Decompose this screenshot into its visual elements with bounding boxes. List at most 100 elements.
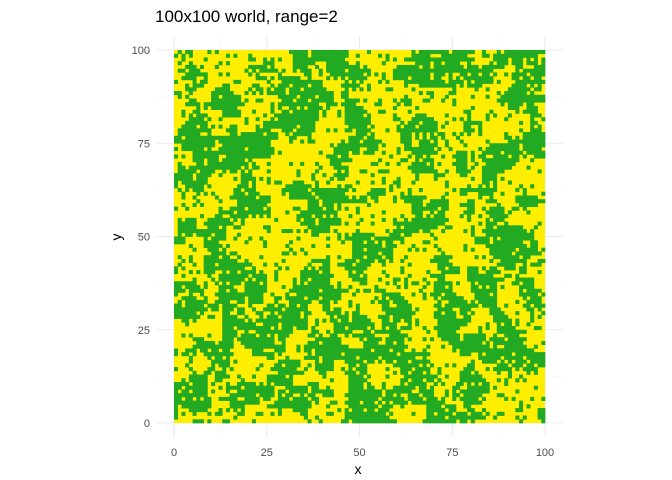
- heatmap-cell: [444, 217, 449, 222]
- heatmap-cell: [251, 266, 256, 271]
- heatmap-cell: [311, 117, 316, 122]
- heatmap-cell: [370, 337, 375, 342]
- heatmap-cell: [211, 363, 216, 368]
- heatmap-cell: [344, 400, 349, 405]
- heatmap-cell: [211, 389, 216, 394]
- heatmap-cell: [522, 344, 527, 349]
- heatmap-cell: [355, 143, 360, 148]
- heatmap-cell: [396, 292, 401, 297]
- heatmap-cell: [203, 296, 208, 301]
- heatmap-cell: [337, 355, 342, 360]
- heatmap-cell: [355, 262, 360, 267]
- heatmap-cell: [511, 53, 516, 58]
- heatmap-cell: [489, 247, 494, 252]
- heatmap-cell: [489, 288, 494, 293]
- heatmap-cell: [214, 221, 219, 226]
- heatmap-cell: [455, 333, 461, 338]
- heatmap-cell: [307, 393, 312, 398]
- heatmap-cell: [448, 292, 453, 297]
- heatmap-cell: [333, 344, 338, 349]
- heatmap-cell: [211, 266, 216, 271]
- heatmap-cell: [507, 91, 512, 96]
- heatmap-cell: [177, 236, 182, 241]
- heatmap-cell: [188, 124, 193, 129]
- heatmap-cell: [470, 165, 475, 170]
- heatmap-cell: [322, 217, 327, 222]
- heatmap-cell: [207, 143, 212, 148]
- heatmap-cell: [385, 57, 390, 62]
- heatmap-cell: [174, 288, 179, 293]
- heatmap-cell: [519, 258, 524, 263]
- heatmap-cell: [381, 307, 386, 312]
- heatmap-cell: [207, 303, 212, 308]
- heatmap-cell: [199, 124, 205, 129]
- heatmap-cell: [411, 199, 416, 204]
- heatmap-cell: [263, 139, 268, 144]
- heatmap-cell: [307, 105, 312, 111]
- heatmap-cell: [263, 307, 268, 312]
- heatmap-cell: [385, 352, 390, 357]
- heatmap-cell: [470, 266, 475, 271]
- heatmap-cell: [333, 61, 338, 66]
- heatmap-cell: [233, 188, 238, 193]
- heatmap-cell: [463, 173, 468, 178]
- heatmap-cell: [296, 292, 301, 297]
- heatmap-cell: [452, 61, 457, 66]
- heatmap-cell: [177, 169, 182, 174]
- heatmap-cell: [407, 374, 412, 379]
- heatmap-cell: [507, 266, 512, 271]
- heatmap-cell: [474, 333, 479, 338]
- heatmap-cell: [237, 143, 242, 148]
- heatmap-cell: [203, 236, 208, 241]
- heatmap-cell: [266, 120, 271, 125]
- heatmap-cell: [329, 50, 334, 55]
- heatmap-cell: [270, 329, 275, 334]
- heatmap-cell: [489, 158, 494, 163]
- heatmap-cell: [533, 251, 538, 256]
- heatmap-cell: [537, 314, 542, 319]
- heatmap-cell: [181, 318, 186, 323]
- heatmap-cell: [519, 98, 524, 103]
- heatmap-cell: [185, 83, 190, 88]
- heatmap-cell: [174, 180, 179, 185]
- heatmap-cell: [348, 98, 353, 103]
- heatmap-cell: [470, 277, 475, 282]
- heatmap-cell: [300, 117, 305, 122]
- heatmap-cell: [322, 273, 327, 278]
- heatmap-cell: [515, 150, 520, 155]
- heatmap-cell: [422, 79, 427, 84]
- heatmap-cell: [314, 270, 320, 275]
- heatmap-cell: [207, 270, 212, 275]
- heatmap-cell: [467, 307, 472, 312]
- heatmap-cell: [207, 333, 212, 338]
- heatmap-cell: [496, 322, 501, 327]
- heatmap-cell: [459, 348, 464, 353]
- heatmap-cell: [270, 352, 275, 357]
- heatmap-cell: [192, 311, 197, 316]
- heatmap-cell: [474, 370, 479, 375]
- heatmap-cell: [337, 109, 342, 114]
- heatmap-cell: [411, 355, 416, 360]
- heatmap-cell: [270, 91, 275, 96]
- heatmap-cell: [485, 72, 490, 77]
- heatmap-cell: [352, 120, 357, 125]
- heatmap-cell: [240, 102, 245, 107]
- heatmap-cell: [311, 281, 316, 286]
- heatmap-cell: [333, 72, 338, 77]
- heatmap-cell: [177, 255, 182, 260]
- heatmap-cell: [411, 396, 416, 401]
- heatmap-cell: [407, 109, 412, 114]
- heatmap-cell: [415, 135, 420, 140]
- heatmap-cell: [181, 221, 186, 226]
- heatmap-cell: [530, 105, 535, 111]
- heatmap-cell: [411, 180, 416, 185]
- heatmap-cell: [326, 76, 331, 81]
- heatmap-cell: [459, 340, 464, 346]
- heatmap-cell: [496, 393, 501, 398]
- y-axis-title: y: [108, 234, 124, 241]
- heatmap-cell: [537, 408, 542, 413]
- heatmap-cell: [329, 389, 334, 394]
- heatmap-cell: [352, 266, 357, 271]
- heatmap-cell: [533, 355, 538, 360]
- heatmap-cell: [277, 307, 282, 312]
